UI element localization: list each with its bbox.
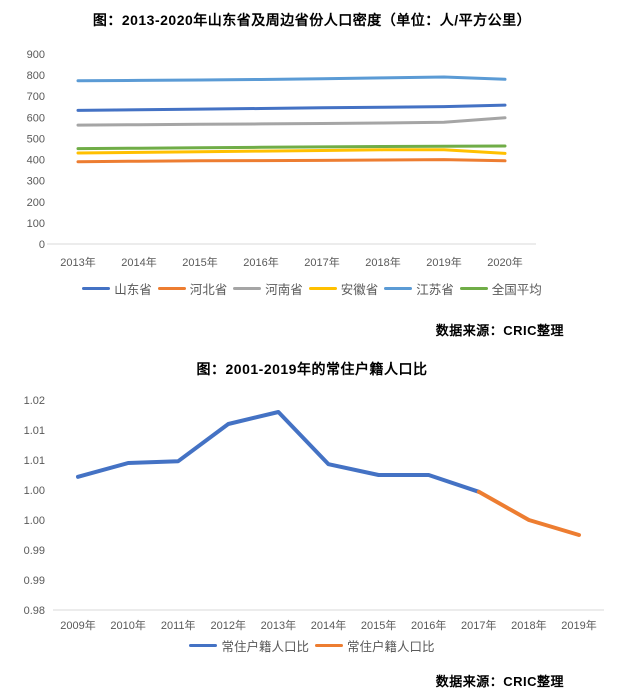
x-tick-label: 2015年: [182, 255, 217, 269]
series-line-1: [76, 158, 507, 164]
legend-item: 江苏省: [384, 279, 454, 298]
x-tick-label: 2017年: [461, 618, 496, 632]
x-tick-label: 2011年: [161, 618, 196, 632]
y-tick-label: 600: [27, 112, 45, 124]
x-tick-label: 2019年: [561, 618, 596, 632]
x-tick-label: 2013年: [60, 255, 95, 269]
series-line-0: [76, 410, 481, 494]
legend-item: 常住户籍人口比: [315, 636, 435, 655]
legend-line-marker: [315, 643, 343, 647]
legend-line-marker: [157, 286, 186, 290]
x-tick-label: 2017年: [304, 255, 339, 269]
series-line-0: [76, 103, 507, 112]
x-tick-label: 2018年: [511, 618, 546, 632]
legend-label: 常住户籍人口比: [221, 639, 309, 654]
y-tick-label: 500: [27, 133, 45, 145]
x-tick-label: 2013年: [261, 618, 296, 632]
chart2-plot-area: 0.98 0.99 0.99 1.00 1.00 1.01 1.01 1.02 2009年 201…: [24, 395, 604, 632]
x-tick-label: 2009年: [60, 618, 95, 632]
legend-line-marker: [384, 286, 413, 290]
series-line-2: [76, 116, 507, 127]
series-line-5: [76, 144, 507, 151]
series-line-4: [76, 75, 507, 83]
y-tick-label: 300: [27, 176, 45, 188]
y-tick-label: 1.01: [24, 455, 45, 467]
chart1-source-note: 数据来源：CRIC整理: [435, 323, 564, 338]
x-tick-label: 2015年: [361, 618, 396, 632]
y-tick-label: 1.00: [24, 515, 45, 527]
density-chart-section: 图：2013-2020年山东省及周边省份人口密度（单位：人/平方公里） 0 100…: [0, 0, 624, 339]
legend-item: 常住户籍人口比: [189, 636, 309, 655]
chart1-plot-area: 0 100 200 300 400 500 600 700 800 900 2013年 2014年 20…: [27, 49, 536, 269]
y-tick-label: 0.98: [24, 605, 45, 617]
chart2-legend: 常住户籍人口比 常住户籍人口比: [0, 636, 624, 655]
legend-item: 山东省: [82, 279, 152, 298]
y-tick-label: 900: [27, 49, 45, 61]
chart2-source-note: 数据来源：CRIC整理: [435, 674, 564, 689]
y-tick-label: 100: [27, 218, 45, 230]
y-tick-label: 0: [39, 239, 45, 251]
x-tick-label: 2016年: [243, 255, 278, 269]
series-line-3: [76, 148, 507, 155]
legend-label: 安徽省: [340, 282, 379, 297]
legend-label: 河南省: [265, 282, 303, 297]
x-tick-label: 2016年: [411, 618, 446, 632]
chart1-legend: 山东省 河北省 河南省 安徽省 江苏省 全国平均: [0, 279, 624, 298]
legend-item: 全国平均: [459, 279, 542, 298]
legend-item: 河北省: [157, 279, 228, 298]
legend-item: 河南省: [233, 279, 303, 298]
x-tick-label: 2014年: [121, 255, 156, 269]
x-tick-label: 2018年: [365, 255, 400, 269]
legend-line-marker: [308, 286, 337, 290]
y-tick-label: 400: [27, 155, 45, 167]
x-tick-label: 2010年: [110, 618, 145, 632]
y-tick-label: 1.02: [24, 395, 45, 407]
legend-label: 全国平均: [491, 282, 542, 297]
x-tick-label: 2012年: [211, 618, 246, 632]
legend-line-marker: [459, 286, 488, 290]
y-tick-label: 700: [27, 91, 45, 103]
y-tick-label: 200: [27, 197, 45, 209]
legend-label: 常住户籍人口比: [347, 639, 435, 654]
legend-label: 江苏省: [416, 282, 454, 297]
x-tick-label: 2020年: [487, 255, 522, 269]
ratio-chart-section: 图：2001-2019年的常住户籍人口比 0.98 0.99 0.99 1.00 1.0…: [0, 359, 624, 690]
y-tick-label: 0.99: [24, 575, 45, 587]
y-tick-label: 1.00: [24, 485, 45, 497]
legend-line-marker: [189, 643, 218, 647]
y-tick-label: 1.01: [24, 425, 45, 437]
x-tick-label: 2014年: [311, 618, 346, 632]
chart1-title: 图：2013-2020年山东省及周边省份人口密度（单位：人/平方公里）: [92, 12, 532, 28]
x-tick-label: 2019年: [426, 255, 461, 269]
chart2-title: 图：2001-2019年的常住户籍人口比: [196, 361, 428, 377]
legend-label: 山东省: [114, 282, 152, 297]
legend-line-marker: [82, 286, 111, 290]
y-tick-label: 800: [27, 70, 45, 82]
series-line-1: [476, 489, 581, 537]
y-tick-label: 0.99: [24, 545, 45, 557]
legend-label: 河北省: [189, 282, 228, 297]
legend-line-marker: [233, 286, 262, 290]
legend-item: 安徽省: [308, 279, 379, 298]
